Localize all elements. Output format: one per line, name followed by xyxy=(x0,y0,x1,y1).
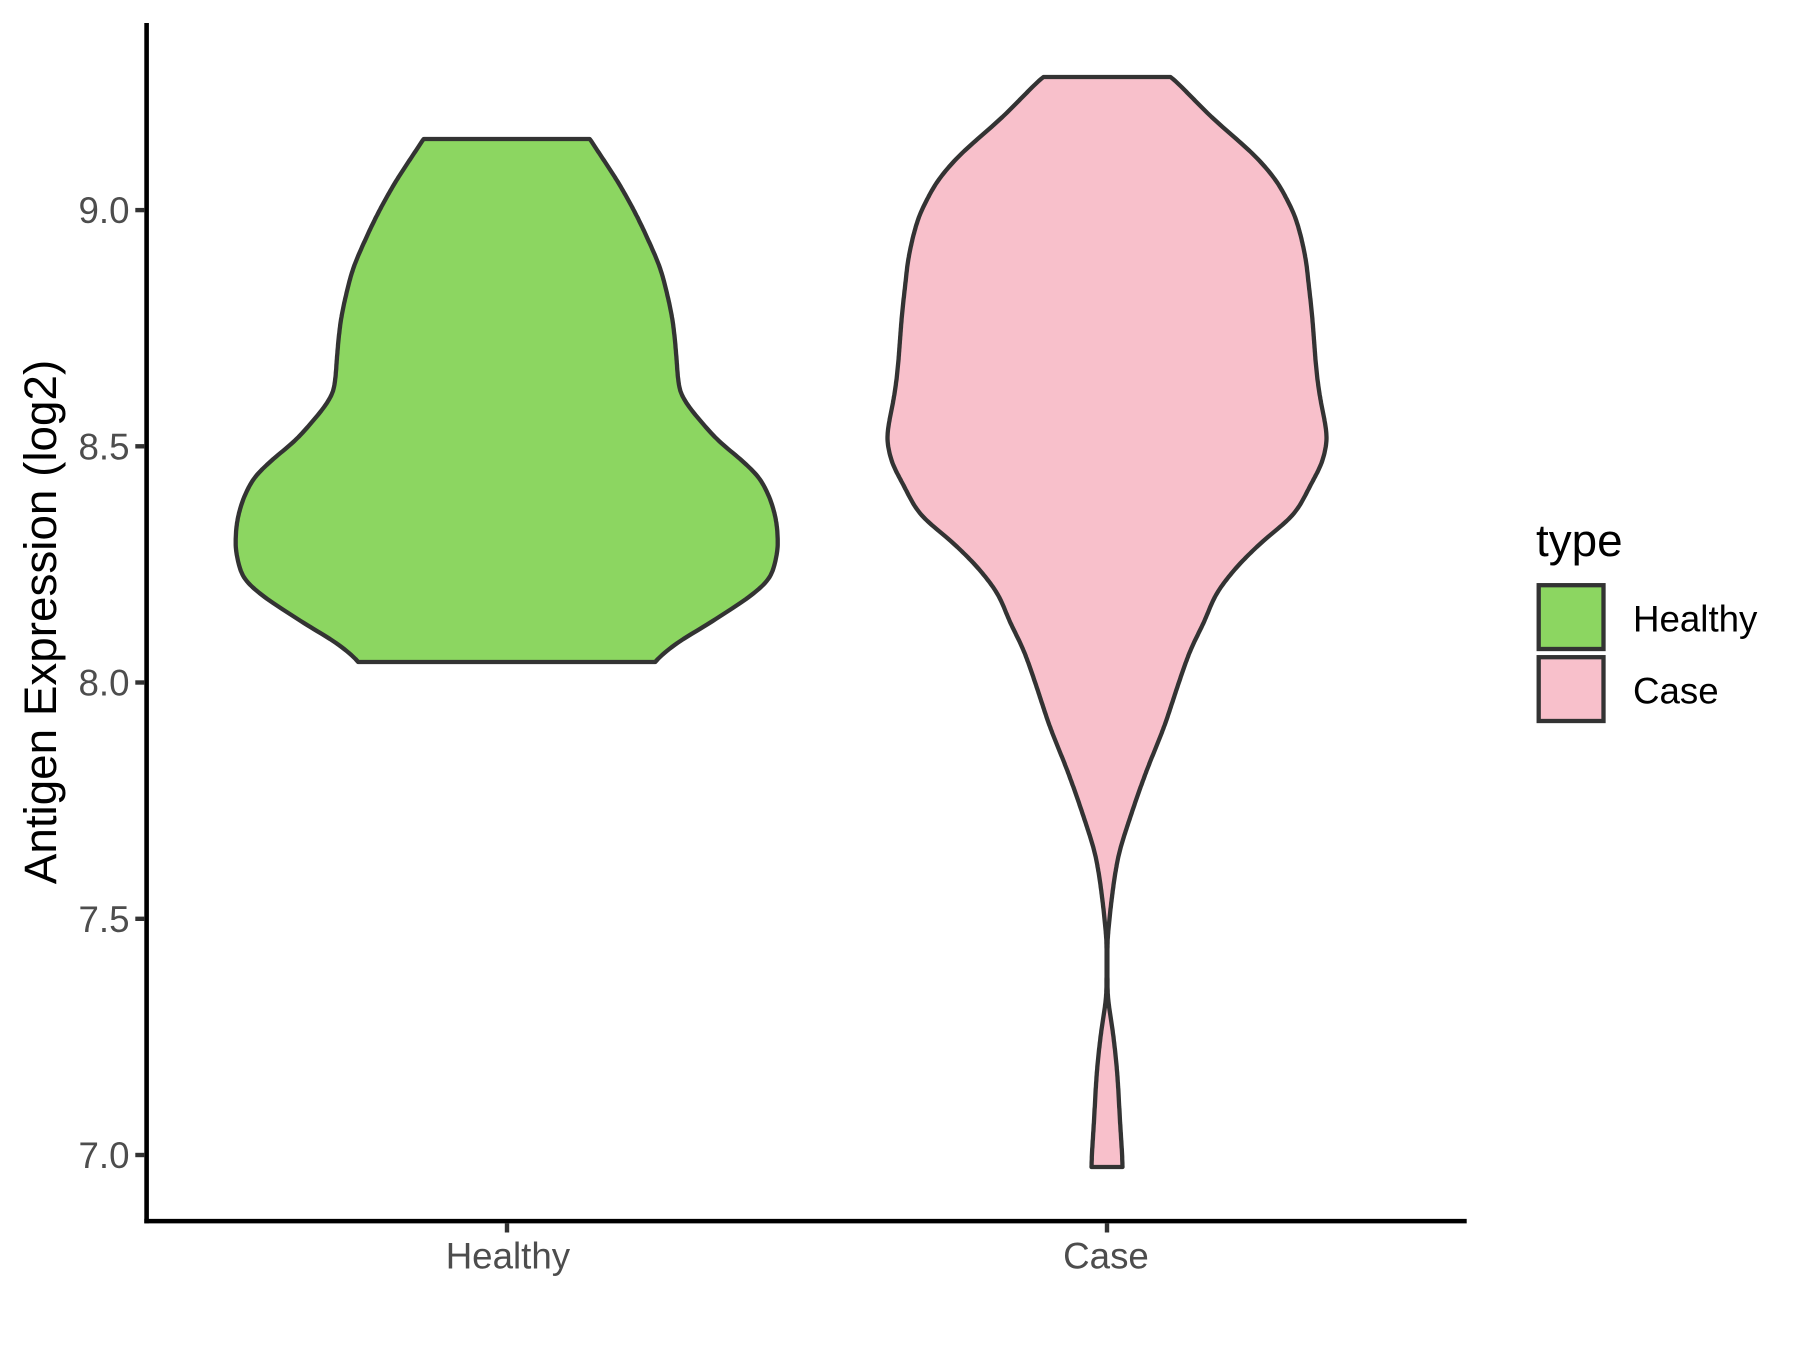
svg-text:Healthy: Healthy xyxy=(446,1236,571,1277)
svg-text:Case: Case xyxy=(1063,1236,1149,1277)
svg-text:Case: Case xyxy=(1633,671,1719,712)
svg-text:9.0: 9.0 xyxy=(78,190,129,231)
svg-text:8.0: 8.0 xyxy=(78,663,129,704)
svg-text:7.0: 7.0 xyxy=(78,1135,129,1176)
svg-text:Antigen Expression (log2): Antigen Expression (log2) xyxy=(15,360,66,884)
svg-text:8.5: 8.5 xyxy=(78,426,129,467)
svg-text:7.5: 7.5 xyxy=(78,899,129,940)
svg-text:type: type xyxy=(1536,515,1623,566)
svg-text:Healthy: Healthy xyxy=(1633,599,1758,640)
